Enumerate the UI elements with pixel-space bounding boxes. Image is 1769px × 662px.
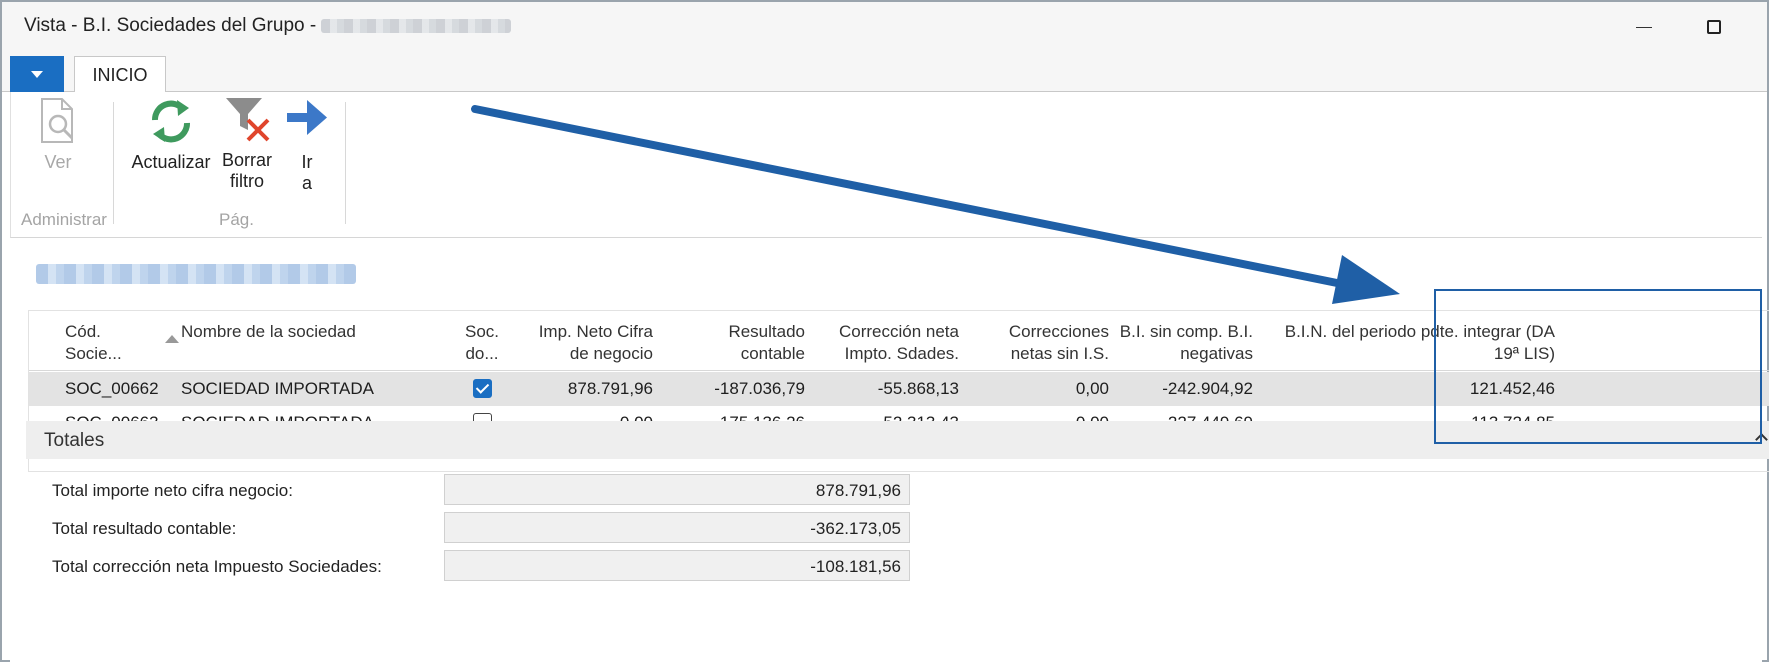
ver-button[interactable]: Ver <box>33 96 83 173</box>
content-area: Cód. Socie... Nombre de la sociedad Soc.… <box>10 238 1769 662</box>
sort-ascending-icon <box>165 335 179 343</box>
column-header-imp-neto-line2: de negocio <box>569 344 653 363</box>
ir-a-button[interactable]: Ir a <box>285 96 329 194</box>
column-header-correcciones[interactable]: Correcciones netas sin I.S. <box>979 321 1109 365</box>
column-header-soc-do[interactable]: Soc. do... <box>457 321 507 365</box>
table-row[interactable]: SOC_00662 SOCIEDAD IMPORTADA 878.791,96 … <box>29 372 1769 406</box>
group-label-pag: Pág. <box>219 210 254 229</box>
ribbon-separator <box>345 102 346 224</box>
column-header-bin-line2: 19ª LIS) <box>1493 344 1555 363</box>
cell-correcciones: 0,00 <box>1075 379 1109 398</box>
total-label: Total corrección neta Impuesto Sociedade… <box>52 557 382 576</box>
window-title: Vista - B.I. Sociedades del Grupo - <box>24 15 512 37</box>
title-bar: Vista - B.I. Sociedades del Grupo - <box>2 2 1767 52</box>
column-header-cod-line1: Cód. <box>65 322 101 341</box>
column-header-soc-do-line2: do... <box>465 344 499 363</box>
chevron-down-icon <box>31 70 43 78</box>
chevron-up-icon[interactable] <box>1755 433 1768 446</box>
column-header-bi-sin[interactable]: B.I. sin comp. B.I. negativas <box>1103 321 1253 365</box>
redacted-company-name <box>321 18 512 33</box>
ribbon-separator <box>113 102 114 224</box>
column-header-bi-sin-line1: B.I. sin comp. B.I. <box>1119 322 1253 341</box>
column-header-bin-line1: B.I.N. del periodo pdte. integrar (DA <box>1284 322 1555 341</box>
tab-inicio[interactable]: INICIO <box>74 56 166 93</box>
column-header-cod-line2: Socie... <box>65 344 122 363</box>
ribbon-tabs: INICIO <box>2 52 1767 93</box>
column-header-correcciones-line2: netas sin I.S. <box>1010 344 1109 363</box>
refresh-icon <box>151 100 191 143</box>
data-grid: Cód. Socie... Nombre de la sociedad Soc.… <box>28 310 1769 472</box>
totals-title: Totales <box>44 430 105 451</box>
cell-bin: 121.452,46 <box>1469 379 1555 398</box>
column-header-soc-do-line1: Soc. <box>464 322 500 341</box>
cell-cod: SOC_00662 <box>65 379 159 398</box>
document-search-icon <box>41 98 74 143</box>
total-value-field: -108.181,56 <box>444 550 910 581</box>
total-value-field: 878.791,96 <box>444 474 910 505</box>
column-header-correccion-line1: Corrección neta <box>838 322 959 341</box>
ir-a-label-2: a <box>301 173 312 193</box>
cell-imp-neto: 878.791,96 <box>567 379 653 398</box>
column-header-correccion-line2: Impto. Sdades. <box>844 344 959 363</box>
column-header-nombre-line1: Nombre de la sociedad <box>181 322 356 341</box>
total-value-field: -362.173,05 <box>444 512 910 543</box>
total-row: Total corrección neta Impuesto Sociedade… <box>10 550 910 582</box>
column-header-imp-neto[interactable]: Imp. Neto Cifra de negocio <box>503 321 653 365</box>
column-header-cod[interactable]: Cód. Socie... <box>65 321 135 365</box>
ir-a-label-1: Ir <box>301 152 313 172</box>
totals-section-header[interactable]: Totales <box>26 421 1769 459</box>
grid-header: Cód. Socie... Nombre de la sociedad Soc.… <box>29 311 1769 371</box>
borrar-filtro-button[interactable]: Borrar filtro <box>217 92 277 192</box>
total-row: Total importe neto cifra negocio: 878.79… <box>10 474 910 506</box>
column-header-resultado[interactable]: Resultado contable <box>679 321 805 365</box>
column-header-imp-neto-line1: Imp. Neto Cifra <box>538 322 653 341</box>
borrar-filtro-label-1: Borrar <box>221 150 272 170</box>
app-menu-button[interactable] <box>10 56 64 92</box>
column-header-nombre[interactable]: Nombre de la sociedad <box>181 321 356 343</box>
column-header-correccion[interactable]: Corrección neta Impto. Sdades. <box>809 321 959 365</box>
redacted-subtitle <box>36 264 356 284</box>
arrow-right-icon <box>287 100 327 135</box>
ver-label: Ver <box>44 152 72 172</box>
borrar-filtro-label-2: filtro <box>229 171 264 191</box>
cell-resultado: -187.036,79 <box>714 379 805 398</box>
column-header-resultado-line2: contable <box>740 344 805 363</box>
maximize-icon <box>1707 20 1721 34</box>
total-row: Total resultado contable: -362.173,05 <box>10 512 910 544</box>
total-label: Total resultado contable: <box>52 519 237 538</box>
column-header-resultado-line1: Resultado <box>728 322 805 341</box>
maximize-button[interactable] <box>1692 10 1736 44</box>
total-label: Total importe neto cifra negocio: <box>52 481 293 500</box>
cell-correccion: -55.868,13 <box>877 379 959 398</box>
column-header-bin[interactable]: B.I.N. del periodo pdte. integrar (DA 19… <box>1269 321 1555 365</box>
cell-nombre: SOCIEDAD IMPORTADA <box>181 379 375 398</box>
window-title-text: Vista - B.I. Sociedades del Grupo - <box>24 15 322 36</box>
minimize-icon <box>1636 26 1652 28</box>
minimize-button[interactable] <box>1622 10 1666 44</box>
actualizar-label: Actualizar <box>131 152 211 172</box>
clear-filter-icon <box>226 98 270 142</box>
page-subtitle <box>36 264 356 284</box>
actualizar-button[interactable]: Actualizar <box>129 96 213 173</box>
column-header-bi-sin-line2: negativas <box>1180 344 1253 363</box>
group-label-administrar: Administrar <box>21 210 107 229</box>
cell-bi-sin: -242.904,92 <box>1162 379 1253 398</box>
column-header-correcciones-line1: Correcciones <box>1008 322 1109 341</box>
soc-dominante-checkbox[interactable] <box>473 379 492 398</box>
ribbon: Ver Administrar Actualizar Borrar filtro <box>10 92 1762 238</box>
